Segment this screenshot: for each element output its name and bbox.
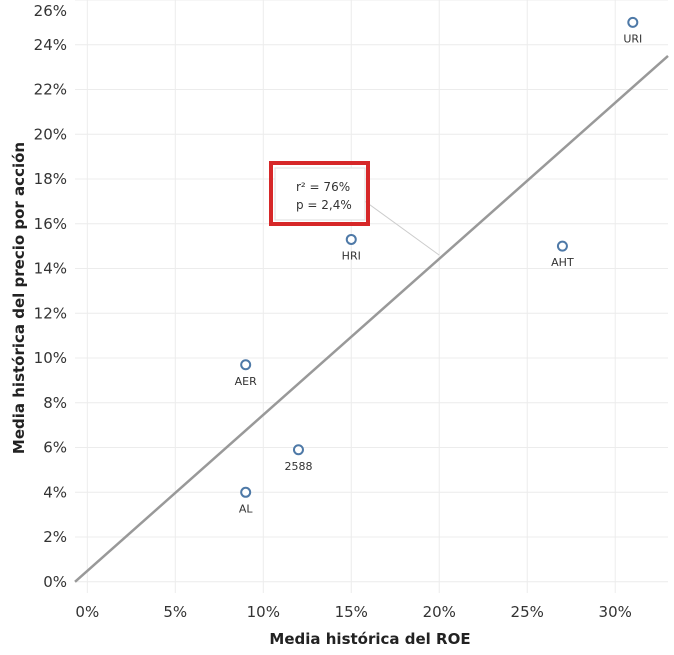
y-tick-label: 0% xyxy=(43,573,67,591)
annotation-r-squared: r² = 76% xyxy=(296,180,350,194)
y-tick-label: 18% xyxy=(34,170,67,188)
data-point-al[interactable] xyxy=(240,486,252,498)
data-point-uri[interactable] xyxy=(627,16,639,28)
point-label-aht: AHT xyxy=(551,256,574,269)
trend-line xyxy=(74,55,669,583)
x-tick-label: 15% xyxy=(335,603,368,621)
data-point-aer[interactable] xyxy=(240,359,252,371)
y-tick-label: 16% xyxy=(34,215,67,233)
point-label-aer: AER xyxy=(235,375,257,388)
annotation-p-value: p = 2,4% xyxy=(296,198,352,212)
point-label-hri: HRI xyxy=(342,249,361,262)
y-tick-label: 6% xyxy=(43,439,67,457)
point-labels: URI HRI AHT AER 2588 AL xyxy=(235,32,643,515)
x-tick-label: 30% xyxy=(599,603,632,621)
y-tick-label: 22% xyxy=(34,81,67,99)
annotation-highlight-box xyxy=(269,161,370,226)
point-label-uri: URI xyxy=(623,32,642,45)
data-point-aht[interactable] xyxy=(556,240,568,252)
y-tick-label: 24% xyxy=(34,36,67,54)
point-label-2588: 2588 xyxy=(284,460,312,473)
y-tick-label: 10% xyxy=(34,349,67,367)
point-label-al: AL xyxy=(239,502,254,515)
y-axis-ticks: 0% 2% 4% 6% 8% 10% 12% 14% 16% 18% 20% 22% 24% 26% xyxy=(34,2,67,591)
y-tick-label: 26% xyxy=(34,2,67,20)
y-tick-label: 2% xyxy=(43,528,67,546)
y-tick-label: 12% xyxy=(34,304,67,322)
x-tick-label: 20% xyxy=(423,603,456,621)
x-axis-ticks: 0% 5% 10% 15% 20% 25% 30% xyxy=(75,603,631,621)
x-tick-label: 0% xyxy=(75,603,99,621)
y-tick-label: 20% xyxy=(34,125,67,143)
y-tick-label: 4% xyxy=(43,483,67,501)
data-points xyxy=(240,16,639,498)
data-point-hri[interactable] xyxy=(345,233,357,245)
data-point-2588[interactable] xyxy=(292,444,304,456)
x-tick-label: 5% xyxy=(163,603,187,621)
y-tick-label: 14% xyxy=(34,260,67,278)
grid-lines xyxy=(75,0,668,593)
x-axis-title: Media histórica del ROE xyxy=(269,630,470,648)
y-axis-title: Media histórica del precio por acción xyxy=(10,142,28,454)
y-tick-label: 8% xyxy=(43,394,67,412)
x-tick-label: 10% xyxy=(247,603,280,621)
annotation-box: r² = 76% p = 2,4% xyxy=(269,161,370,226)
x-tick-label: 25% xyxy=(511,603,544,621)
